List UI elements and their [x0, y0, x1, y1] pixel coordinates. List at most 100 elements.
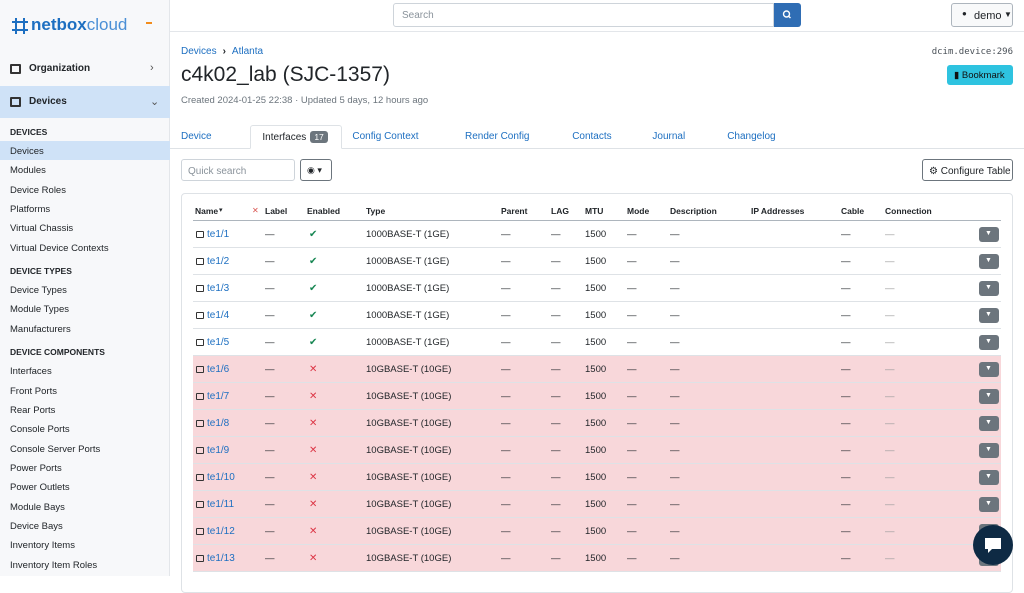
row-actions[interactable]: ▼	[979, 254, 999, 269]
sidebar-item[interactable]: Devices	[10, 146, 44, 157]
row-actions[interactable]: ▼	[979, 227, 999, 242]
sidebar-item[interactable]: Rear Ports	[10, 404, 56, 416]
interface-link[interactable]: te1/13	[207, 553, 235, 564]
table-row: te1/3 — ✔ 1000BASE-T (1GE) — — 1500 — — — — ▼	[193, 275, 1001, 302]
sidebar-item[interactable]: Device Types	[10, 285, 67, 297]
sidebar-item[interactable]: Console Server Ports	[10, 443, 101, 455]
search-input[interactable]: Search	[393, 3, 774, 27]
tab[interactable]: Device	[181, 125, 227, 149]
sidebar-item[interactable]: Power Outlets	[10, 482, 70, 494]
remove-sort[interactable]: ✕	[252, 206, 259, 215]
table-cell: —	[265, 391, 275, 402]
row-actions[interactable]: ▼	[979, 416, 999, 431]
row-actions[interactable]: ▼	[979, 281, 999, 296]
row-actions[interactable]: ▼	[979, 335, 999, 350]
column-header[interactable]: IP Addresses	[751, 206, 805, 216]
column-toggle[interactable]: ◉ ▾	[300, 159, 332, 181]
row-actions[interactable]: ▼	[979, 443, 999, 458]
column-header[interactable]: Description	[670, 206, 717, 216]
breadcrumb-link[interactable]: Atlanta	[231, 46, 264, 57]
sidebar-item[interactable]: Console Ports	[10, 424, 70, 436]
tab[interactable]: Render Config	[465, 125, 549, 149]
sidebar-item[interactable]: Inventory Item Roles	[10, 559, 98, 571]
tab[interactable]: Config Context	[352, 125, 442, 149]
column-header[interactable]: Enabled	[307, 206, 341, 216]
row-actions[interactable]: ▼	[979, 308, 999, 323]
chat-button[interactable]	[973, 525, 1013, 565]
table-cell: —	[501, 310, 511, 321]
sidebar-menu[interactable]: Devices ⌄	[0, 86, 170, 118]
interface-link[interactable]: te1/1	[207, 229, 230, 240]
sidebar-item[interactable]: Virtual Device Contexts	[10, 242, 109, 254]
column-header[interactable]: Connection	[885, 206, 932, 216]
table-cell: —	[551, 310, 561, 321]
column-header[interactable]: Name	[195, 206, 219, 216]
bookmark-label: Bookmark	[961, 70, 1005, 81]
sidebar-menu[interactable]: Organization ›	[0, 58, 170, 80]
breadcrumb: Devices › Atlanta	[181, 46, 264, 57]
tab[interactable]: Journal	[652, 125, 704, 149]
column-header[interactable]: Cable	[841, 206, 865, 216]
row-actions[interactable]: ▼	[979, 470, 999, 485]
interface-link[interactable]: te1/9	[207, 445, 230, 456]
sidebar-item[interactable]: Manufacturers	[10, 323, 71, 335]
table-cell: —	[501, 553, 511, 564]
table-cell: —	[841, 229, 851, 240]
sidebar-item[interactable]: Power Ports	[10, 462, 62, 474]
column-header[interactable]: Label	[265, 206, 288, 216]
user-menu[interactable]: demo ● ▼	[951, 3, 1013, 27]
breadcrumb-link[interactable]: Devices	[181, 46, 217, 57]
row-actions[interactable]: ▼	[979, 362, 999, 377]
column-header[interactable]: MTU	[585, 206, 604, 216]
tab[interactable]: Interfaces 17	[250, 125, 343, 149]
interface-link[interactable]: te1/10	[207, 472, 235, 483]
sidebar-item[interactable]: Modules	[10, 165, 46, 177]
column-header[interactable]: Parent	[501, 206, 528, 216]
sidebar-item[interactable]: Platforms	[10, 204, 51, 216]
table-cell: —	[265, 229, 275, 240]
interface-link[interactable]: te1/11	[207, 499, 235, 510]
interface-link[interactable]: te1/5	[207, 337, 230, 348]
table-cell: —	[841, 364, 851, 375]
table-cell: —	[265, 553, 275, 564]
table-cell: —	[265, 526, 275, 537]
column-header[interactable]: Type	[366, 206, 386, 216]
column-header[interactable]: LAG	[551, 206, 569, 216]
interface-link[interactable]: te1/12	[207, 526, 235, 537]
interface-link[interactable]: te1/7	[207, 391, 230, 402]
interface-link[interactable]: te1/8	[207, 418, 230, 429]
interface-link[interactable]: te1/4	[207, 310, 230, 321]
sidebar-item[interactable]: Device Roles	[10, 184, 66, 196]
table-cell: —	[265, 310, 275, 321]
row-actions[interactable]: ▼	[979, 389, 999, 404]
sidebar-item[interactable]: Module Bays	[10, 501, 65, 513]
configure-table-button[interactable]: ⚙ Configure Table	[922, 159, 1013, 181]
table-cell: 1500	[585, 310, 607, 321]
sidebar-item[interactable]: Interfaces	[10, 366, 52, 378]
table-cell: —	[670, 283, 680, 294]
interface-icon	[196, 528, 204, 535]
table-cell: —	[501, 445, 511, 456]
interface-link[interactable]: te1/2	[207, 256, 230, 267]
tab[interactable]: Contacts	[572, 125, 629, 149]
sidebar-item[interactable]: Front Ports	[10, 385, 57, 397]
row-actions[interactable]: ▼	[979, 497, 999, 512]
disabled-x: ✕	[309, 391, 318, 402]
sidebar-item[interactable]: Device Bays	[10, 520, 63, 532]
tab[interactable]: Changelog	[727, 125, 790, 149]
table-cell: —	[265, 283, 275, 294]
bookmark-button[interactable]: ▮ Bookmark	[947, 65, 1013, 85]
sidebar-item[interactable]: Module Types	[10, 304, 69, 316]
logo[interactable]: netboxcloud	[31, 15, 127, 35]
interface-link[interactable]: te1/3	[207, 283, 230, 294]
table-cell: 1500	[585, 283, 607, 294]
sidebar-item[interactable]: Inventory Items	[10, 540, 75, 552]
quick-search[interactable]: Quick search	[181, 159, 295, 181]
table-row: te1/2 — ✔ 1000BASE-T (1GE) — — 1500 — — — — ▼	[193, 248, 1001, 275]
search-button[interactable]	[774, 3, 801, 27]
table-cell: —	[885, 472, 895, 483]
interface-link[interactable]: te1/6	[207, 364, 230, 375]
table-cell: —	[841, 553, 851, 564]
sidebar-item[interactable]: Virtual Chassis	[10, 223, 74, 235]
column-header[interactable]: Mode	[627, 206, 650, 216]
